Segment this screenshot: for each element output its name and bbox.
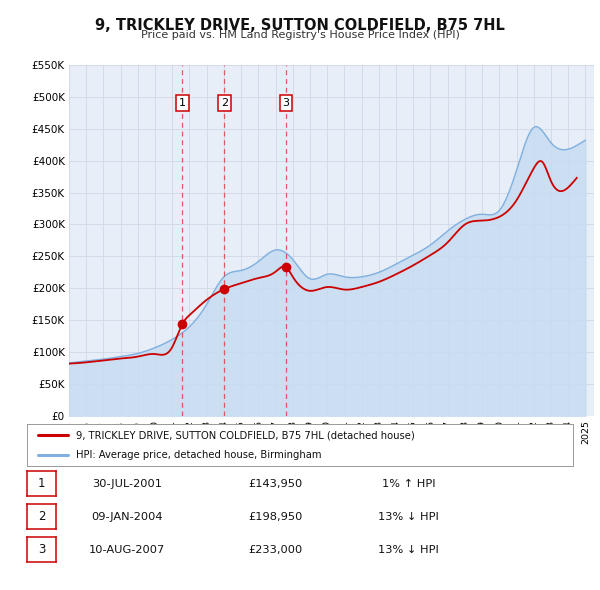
Text: 10-AUG-2007: 10-AUG-2007 [89, 545, 165, 555]
Text: 09-JAN-2004: 09-JAN-2004 [91, 512, 163, 522]
Text: 13% ↓ HPI: 13% ↓ HPI [379, 545, 439, 555]
Text: £198,950: £198,950 [248, 512, 302, 522]
Text: 2: 2 [221, 98, 228, 108]
Text: 9, TRICKLEY DRIVE, SUTTON COLDFIELD, B75 7HL: 9, TRICKLEY DRIVE, SUTTON COLDFIELD, B75… [95, 18, 505, 32]
Text: 2: 2 [38, 510, 45, 523]
Text: Price paid vs. HM Land Registry's House Price Index (HPI): Price paid vs. HM Land Registry's House … [140, 30, 460, 40]
Text: £233,000: £233,000 [248, 545, 302, 555]
Text: 1: 1 [38, 477, 45, 490]
Text: 3: 3 [38, 543, 45, 556]
Text: HPI: Average price, detached house, Birmingham: HPI: Average price, detached house, Birm… [76, 451, 322, 460]
Text: 13% ↓ HPI: 13% ↓ HPI [379, 512, 439, 522]
Text: 1% ↑ HPI: 1% ↑ HPI [382, 479, 436, 489]
Text: 1: 1 [179, 98, 186, 108]
Text: 3: 3 [283, 98, 290, 108]
Text: 30-JUL-2001: 30-JUL-2001 [92, 479, 161, 489]
Text: £143,950: £143,950 [248, 479, 302, 489]
Text: 9, TRICKLEY DRIVE, SUTTON COLDFIELD, B75 7HL (detached house): 9, TRICKLEY DRIVE, SUTTON COLDFIELD, B75… [76, 431, 415, 441]
